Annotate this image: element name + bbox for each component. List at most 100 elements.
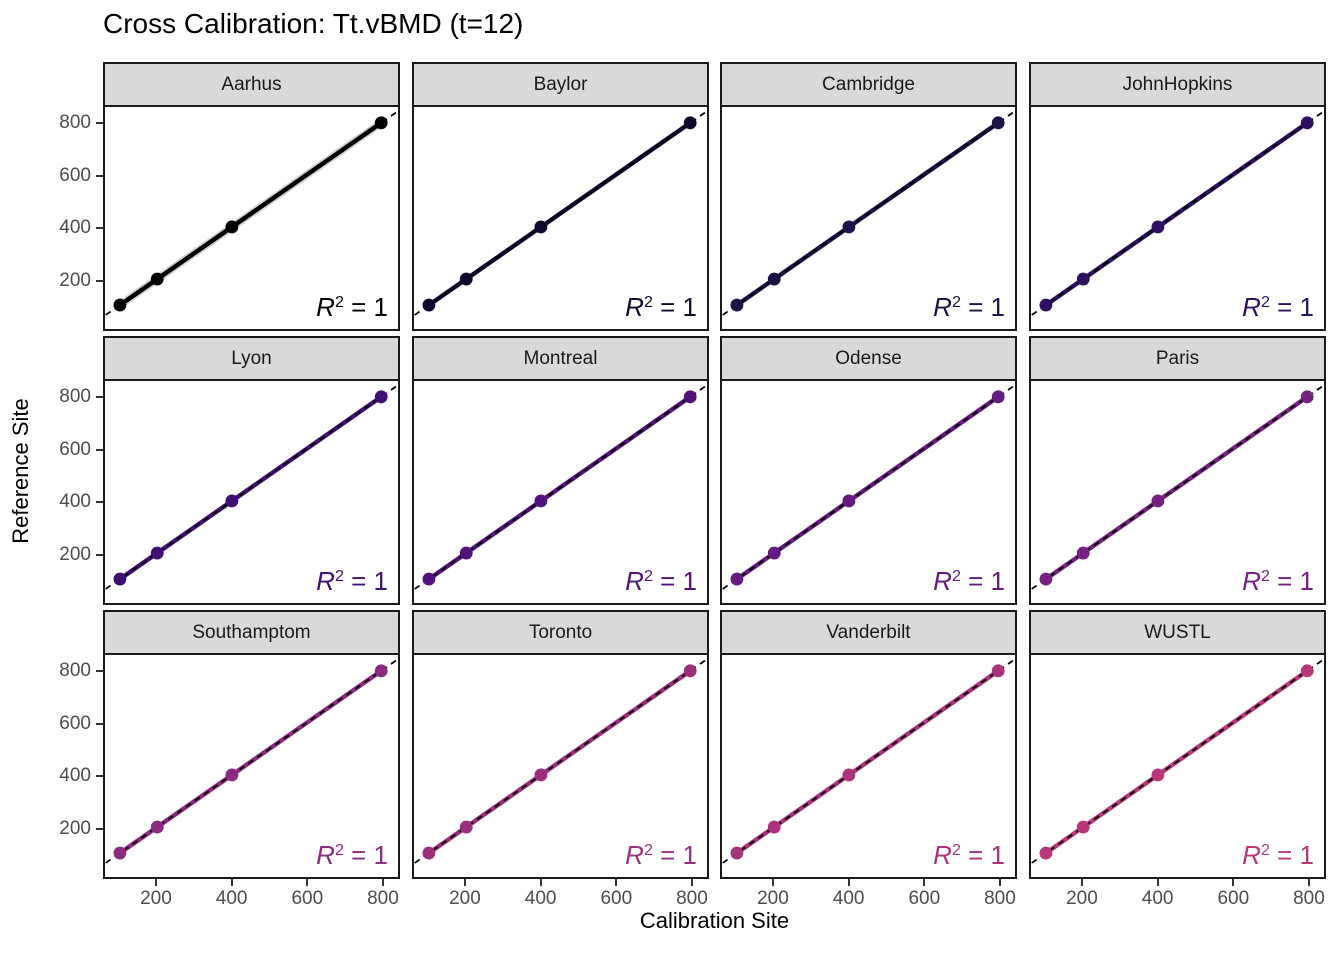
data-point bbox=[1300, 664, 1314, 678]
facet-title: Vanderbilt bbox=[826, 621, 911, 643]
data-point bbox=[1151, 220, 1165, 234]
r-squared-annotation: R2 = 1 bbox=[316, 566, 388, 596]
facet-strip: Southamptom bbox=[103, 610, 400, 655]
facet-johnhopkins: JohnHopkins R2 = 1 bbox=[1029, 62, 1326, 376]
data-point bbox=[1039, 846, 1053, 860]
facet-plot-panel bbox=[720, 105, 1017, 331]
data-point bbox=[991, 664, 1005, 678]
facet-strip: Paris bbox=[1029, 336, 1326, 381]
y-tick-mark bbox=[96, 448, 103, 451]
facet-wustl: WUSTL R2 = 1 200 400 600 800 bbox=[1029, 610, 1326, 924]
data-point bbox=[767, 820, 781, 834]
r-squared-annotation: R2 = 1 bbox=[933, 566, 1005, 596]
x-tick-label: 800 bbox=[367, 888, 399, 909]
x-tick-mark bbox=[771, 879, 774, 886]
y-tick-label: 400 bbox=[59, 217, 91, 239]
x-tick-mark bbox=[463, 879, 466, 886]
data-point bbox=[534, 220, 548, 234]
x-tick-mark bbox=[230, 879, 233, 886]
x-tick-label: 400 bbox=[832, 888, 865, 909]
data-point bbox=[113, 298, 127, 312]
r-squared-annotation: R2 = 1 bbox=[1242, 840, 1314, 870]
r-squared-annotation: R2 = 1 bbox=[1242, 292, 1314, 322]
data-point bbox=[422, 572, 436, 586]
facet-strip: Lyon bbox=[103, 336, 400, 381]
facet-strip: Baylor bbox=[412, 62, 709, 107]
data-point bbox=[767, 272, 781, 286]
data-point bbox=[1300, 116, 1314, 130]
facet-plot-panel bbox=[103, 653, 400, 879]
data-point bbox=[730, 846, 744, 860]
y-tick-mark bbox=[96, 396, 103, 399]
data-point bbox=[459, 272, 473, 286]
y-tick-mark bbox=[96, 174, 103, 177]
facet-plot-panel bbox=[1029, 653, 1326, 879]
facet-lyon: Lyon R2 = 1 200 400 600 800 bbox=[59, 336, 400, 650]
facet-plot-panel bbox=[1029, 379, 1326, 605]
x-tick-mark bbox=[539, 879, 542, 886]
facet-plot-panel bbox=[1029, 105, 1326, 331]
data-point bbox=[1039, 298, 1053, 312]
facet-title: Baylor bbox=[533, 73, 588, 95]
x-tick-mark bbox=[1156, 879, 1159, 886]
data-point bbox=[225, 768, 239, 782]
facet-strip: Odense bbox=[720, 336, 1017, 381]
data-point bbox=[730, 572, 744, 586]
facet-plot-panel bbox=[103, 105, 400, 331]
y-tick-mark bbox=[96, 775, 103, 778]
data-point bbox=[842, 768, 856, 782]
facet-strip: Aarhus bbox=[103, 62, 400, 107]
x-axis-label: Calibration Site bbox=[639, 908, 790, 933]
x-tick-label: 800 bbox=[1293, 888, 1325, 909]
y-tick-mark bbox=[96, 553, 103, 556]
data-point bbox=[225, 220, 239, 234]
data-point bbox=[842, 494, 856, 508]
x-tick-label: 600 bbox=[908, 888, 941, 909]
facet-title: Toronto bbox=[528, 621, 593, 643]
x-tick-mark bbox=[690, 879, 693, 886]
x-tick-label: 800 bbox=[676, 888, 708, 909]
data-point bbox=[459, 546, 473, 560]
data-point bbox=[991, 390, 1005, 404]
facet-title: Odense bbox=[835, 347, 902, 369]
data-point bbox=[683, 116, 697, 130]
data-point bbox=[150, 272, 164, 286]
data-point bbox=[113, 846, 127, 860]
y-tick-mark bbox=[96, 827, 103, 830]
facet-cambridge: Cambridge R2 = 1 bbox=[720, 62, 1017, 376]
facet-plot-area bbox=[1031, 658, 1324, 864]
data-point bbox=[842, 220, 856, 234]
facet-strip: Cambridge bbox=[720, 62, 1017, 107]
data-point bbox=[374, 116, 388, 130]
data-point bbox=[374, 664, 388, 678]
y-tick-label: 600 bbox=[59, 438, 91, 460]
y-tick-label: 200 bbox=[59, 817, 91, 839]
x-tick-mark bbox=[1232, 879, 1235, 886]
facet-toronto: Toronto R2 = 1 200 400 600 800 bbox=[412, 610, 709, 924]
y-tick-mark bbox=[96, 722, 103, 725]
data-point bbox=[1151, 494, 1165, 508]
x-tick-mark bbox=[381, 879, 384, 886]
y-tick-label: 800 bbox=[59, 112, 91, 134]
x-tick-label: 200 bbox=[757, 888, 789, 909]
facet-title: Montreal bbox=[523, 347, 598, 369]
facet-plot-area bbox=[1031, 384, 1324, 590]
y-tick-label: 200 bbox=[59, 543, 91, 565]
data-point bbox=[113, 572, 127, 586]
r-squared-annotation: R2 = 1 bbox=[625, 566, 697, 596]
y-tick-label: 400 bbox=[59, 491, 91, 513]
y-tick-label: 600 bbox=[59, 164, 91, 186]
facet-strip: JohnHopkins bbox=[1029, 62, 1326, 107]
r-squared-annotation: R2 = 1 bbox=[933, 840, 1005, 870]
y-tick-label: 200 bbox=[59, 269, 91, 291]
facet-plot-area bbox=[414, 658, 707, 864]
facet-plot-area bbox=[105, 658, 398, 864]
facet-vanderbilt: Vanderbilt R2 = 1 200 400 600 800 bbox=[720, 610, 1017, 924]
data-point bbox=[459, 820, 473, 834]
y-tick-mark bbox=[96, 501, 103, 504]
data-point bbox=[534, 494, 548, 508]
r-squared-annotation: R2 = 1 bbox=[625, 840, 697, 870]
data-point bbox=[683, 664, 697, 678]
facet-plot-panel bbox=[412, 653, 709, 879]
